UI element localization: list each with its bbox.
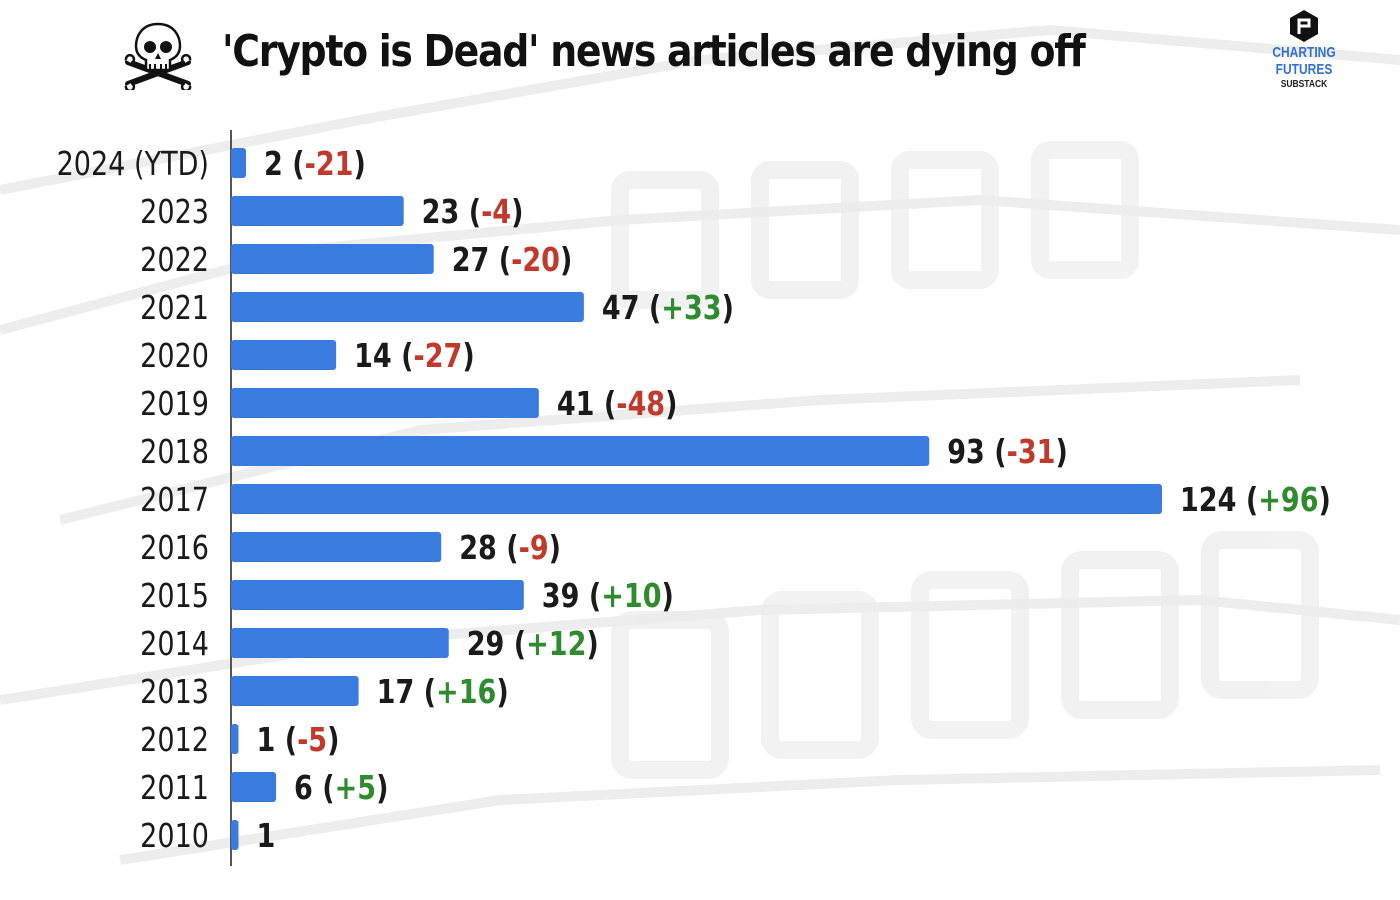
bar [231,484,1162,514]
bar [231,580,524,610]
bar [231,244,434,274]
data-label: 23 (-4) [422,193,524,231]
bar [231,532,442,562]
y-tick-label: 2012 [140,721,209,759]
y-tick-label: 2016 [140,529,209,567]
bar [231,388,539,418]
bar [231,724,239,754]
logo-text-substack: SUBSTACK [1280,79,1328,90]
y-tick-label: 2017 [140,481,209,519]
y-tick-label: 2013 [140,673,209,711]
bar [231,148,247,178]
data-label: 124 (+96) [1180,481,1331,519]
data-label: 14 (-27) [354,337,475,375]
y-tick-label: 2011 [140,769,209,807]
y-tick-label: 2018 [140,433,209,471]
chart-title: 'Crypto is Dead' news articles are dying… [222,26,1086,77]
logo-text-futures: FUTURES [1275,61,1333,78]
bar [231,772,277,802]
charting-futures-logo: CHARTING FUTURES SUBSTACK [1262,8,1346,104]
bar [231,628,449,658]
logo-text-charting: CHARTING [1272,44,1336,61]
data-label: 2 (-21) [264,145,366,183]
data-label: 28 (-9) [459,529,561,567]
data-label: 6 (+5) [294,769,388,807]
data-label: 47 (+33) [602,289,734,327]
y-tick-label: 2024 (YTD) [57,145,209,183]
y-tick-label: 2019 [140,385,209,423]
y-tick-label: 2010 [140,817,209,855]
y-tick-label: 2023 [140,193,209,231]
y-tick-label: 2014 [140,625,209,663]
bar [231,292,584,322]
bar [231,436,930,466]
skull-and-crossbones-icon [124,22,192,90]
data-label: 1 [257,817,276,855]
data-label: 1 (-5) [257,721,340,759]
data-label: 39 (+10) [542,577,674,615]
bar [231,676,359,706]
y-tick-label: 2022 [140,241,209,279]
data-label: 93 (-31) [947,433,1068,471]
bar [231,820,239,850]
y-tick-label: 2020 [140,337,209,375]
hexagon-logo-icon [1290,10,1318,42]
data-label: 27 (-20) [452,241,573,279]
y-tick-label: 2015 [140,577,209,615]
data-label: 41 (-48) [557,385,678,423]
header: 'Crypto is Dead' news articles are dying… [0,0,1400,110]
data-label: 29 (+12) [467,625,599,663]
y-tick-label: 2021 [140,289,209,327]
bar [231,196,404,226]
bar [231,340,337,370]
data-label: 17 (+16) [377,673,509,711]
